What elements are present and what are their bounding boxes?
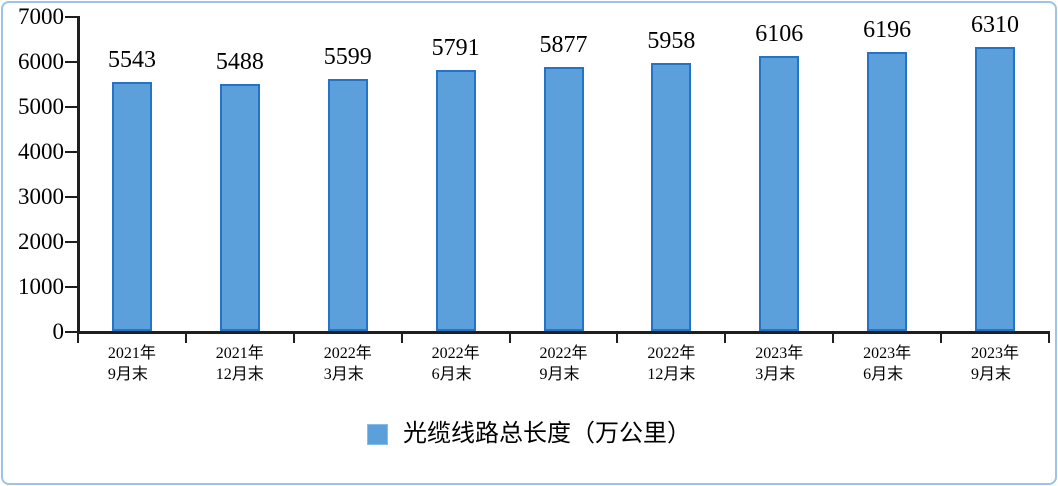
x-axis-label-text: 2022年 9月末 — [539, 345, 588, 383]
x-axis-label-text: 2023年 3月末 — [755, 345, 804, 383]
y-tick-label: 2000 — [18, 229, 64, 254]
legend-label: 光缆线路总长度（万公里） — [403, 421, 691, 447]
y-tick-mark — [65, 196, 77, 198]
bar-value-label: 5543 — [107, 46, 156, 73]
x-tick-mark — [832, 334, 835, 343]
x-axis-label: 2021年 9月末 — [78, 343, 186, 385]
bar-value-label: 5488 — [215, 49, 264, 76]
x-axis-label-text: 2023年 6月末 — [863, 345, 912, 383]
y-tick-mark — [65, 241, 77, 243]
x-axis-label-text: 2021年 12月末 — [215, 345, 264, 383]
legend: 光缆线路总长度（万公里） — [0, 421, 1058, 447]
bar-value-label: 5877 — [539, 31, 588, 58]
bar — [651, 62, 692, 331]
bar-value-label: 5791 — [431, 35, 480, 62]
x-tick-mark — [1048, 334, 1050, 343]
bar — [435, 70, 476, 331]
bar — [219, 84, 260, 331]
y-tick-mark — [65, 331, 77, 333]
y-tick-label: 0 — [52, 319, 65, 344]
y-tick-mark — [65, 61, 77, 63]
x-axis-label-text: 2021年 9月末 — [107, 345, 156, 383]
x-tick-mark — [184, 334, 187, 343]
x-tick-mark — [508, 334, 511, 343]
bar-value-label: 5599 — [323, 44, 372, 71]
bar — [867, 52, 908, 331]
bar — [759, 56, 800, 331]
x-axis-label-text: 2022年 12月末 — [647, 345, 696, 383]
y-tick-mark — [65, 151, 77, 153]
y-tick-mark — [65, 286, 77, 288]
x-axis-label: 2023年 9月末 — [941, 343, 1049, 385]
y-tick-label: 6000 — [18, 49, 64, 74]
x-tick-mark — [724, 334, 727, 343]
x-axis-label: 2023年 6月末 — [833, 343, 941, 385]
x-tick-mark — [77, 334, 79, 343]
y-tick-label: 3000 — [18, 184, 64, 209]
legend-swatch — [367, 423, 388, 445]
bar — [111, 81, 152, 331]
x-tick-mark — [400, 334, 403, 343]
x-axis-label: 2023年 3月末 — [725, 343, 833, 385]
bar-value-label: 6310 — [971, 12, 1020, 39]
x-axis-label: 2022年 9月末 — [510, 343, 618, 385]
x-axis-label: 2022年 3月末 — [294, 343, 402, 385]
x-axis-label: 2022年 12月末 — [617, 343, 725, 385]
y-axis-line — [77, 16, 80, 334]
bar-value-label: 6106 — [755, 21, 804, 48]
bar-value-label: 6196 — [863, 17, 912, 44]
x-axis-label: 2021年 12月末 — [186, 343, 294, 385]
bar-value-label: 5958 — [647, 27, 696, 54]
y-tick-label: 4000 — [18, 139, 64, 164]
x-tick-mark — [616, 334, 619, 343]
y-tick-mark — [65, 106, 77, 108]
x-axis-label-text: 2022年 3月末 — [323, 345, 372, 383]
x-axis-label: 2022年 6月末 — [402, 343, 510, 385]
y-tick-label: 7000 — [18, 4, 64, 29]
bar — [543, 66, 584, 331]
x-axis-line — [77, 331, 1050, 334]
x-axis-label-text: 2022年 6月末 — [431, 345, 480, 383]
y-tick-mark — [65, 16, 77, 18]
bar — [975, 47, 1016, 331]
x-axis-label-text: 2023年 9月末 — [971, 345, 1020, 383]
y-tick-label: 5000 — [18, 94, 64, 119]
bar — [327, 79, 368, 331]
y-tick-label: 1000 — [18, 274, 64, 299]
x-tick-mark — [940, 334, 943, 343]
x-tick-mark — [292, 334, 295, 343]
